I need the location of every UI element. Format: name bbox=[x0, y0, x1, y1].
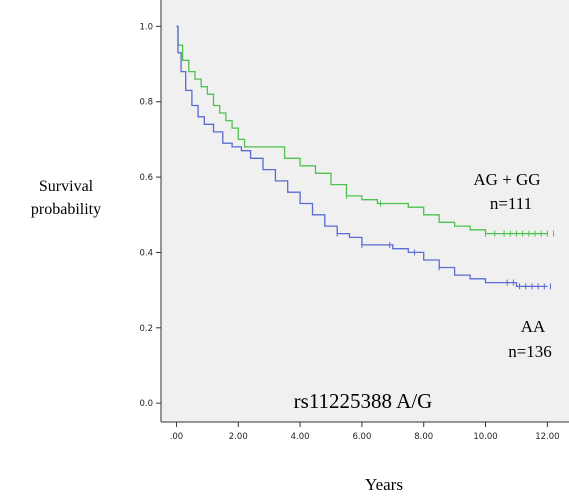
survival-curve-ag-gg bbox=[176, 25, 548, 235]
x-tick-label: 6.00 bbox=[352, 432, 371, 442]
survival-curve-aa bbox=[176, 25, 548, 288]
y-axis-label-line2: probability bbox=[31, 201, 101, 218]
x-tick-label: 12.00 bbox=[535, 432, 559, 442]
x-tick-label: 8.00 bbox=[414, 432, 433, 442]
y-tick-label: 0.4 bbox=[139, 248, 153, 258]
x-tick-label: 2.00 bbox=[229, 432, 248, 442]
series-label-blue-line1: AA bbox=[521, 317, 546, 336]
series-layer bbox=[176, 25, 555, 290]
x-axis-label: Years bbox=[365, 475, 403, 494]
y-axis-label-line1: Survival bbox=[39, 178, 94, 195]
x-tick-label: 10.00 bbox=[473, 432, 497, 442]
y-tick-label: 0.2 bbox=[139, 324, 153, 334]
plot-area bbox=[161, 0, 569, 422]
axis-ticks: 0.0 0.2 0.4 0.6 0.8 1.0 .00 2.00 4.00 6.00 8.00 10.… bbox=[139, 22, 559, 442]
series-label-green-line2: n=111 bbox=[490, 194, 532, 213]
x-tick-label: 4.00 bbox=[291, 432, 310, 442]
series-label-green-line1: AG + GG bbox=[473, 170, 540, 189]
y-tick-label: 0.0 bbox=[139, 399, 153, 409]
y-tick-label: 0.8 bbox=[139, 98, 153, 108]
series-label-blue-line2: n=136 bbox=[508, 342, 552, 361]
x-tick-label: .00 bbox=[170, 432, 184, 442]
y-tick-label: 0.6 bbox=[139, 173, 153, 183]
y-tick-label: 1.0 bbox=[139, 22, 153, 32]
annotation-label: rs11225388 A/G bbox=[294, 389, 433, 413]
